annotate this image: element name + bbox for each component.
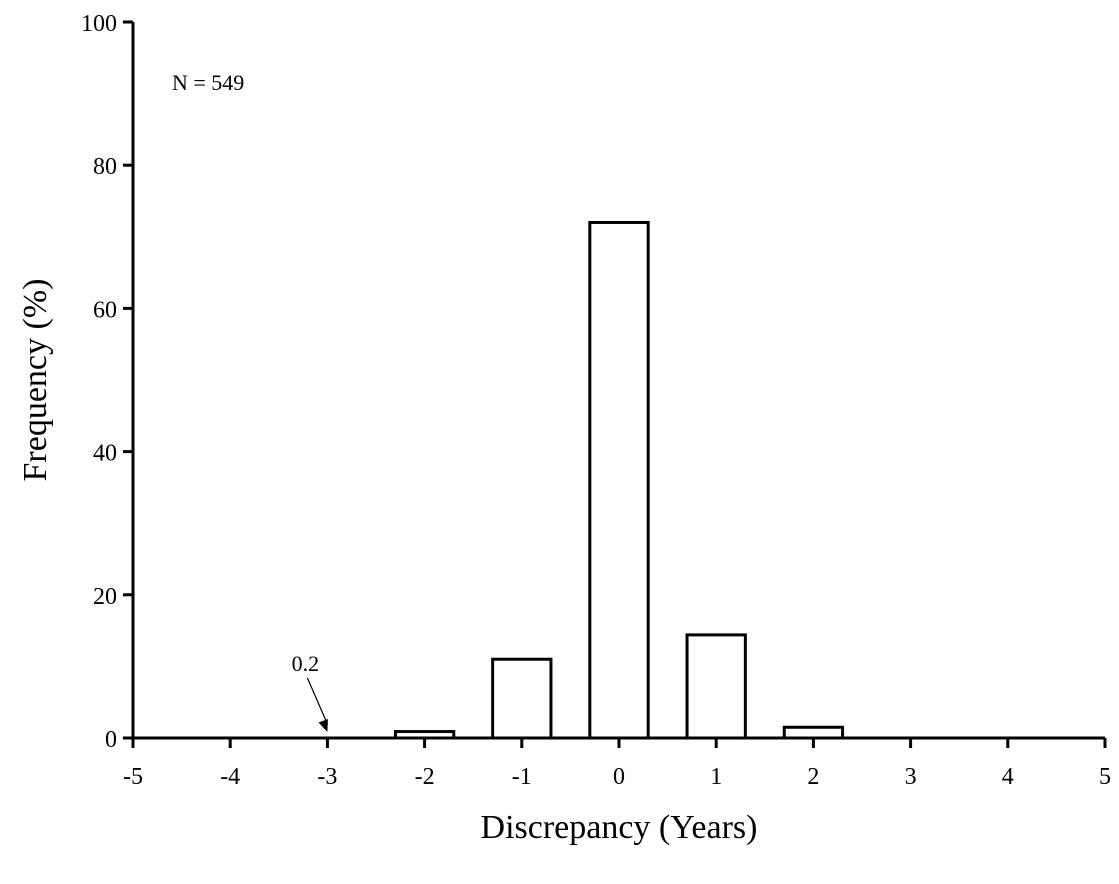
x-tick-label: -2 — [415, 764, 435, 790]
x-axis-title: Discrepancy (Years) — [481, 809, 758, 846]
bar — [782, 725, 845, 740]
x-tick-label: -3 — [317, 764, 337, 790]
y-tick-label: 100 — [81, 11, 117, 37]
y-tick-label: 20 — [93, 584, 117, 610]
x-tick-label: -5 — [123, 764, 143, 790]
y-axis-ticks: 0 20 40 60 80 100 — [81, 11, 133, 753]
y-tick-label: 40 — [93, 441, 117, 467]
y-tick-label: 80 — [93, 154, 117, 180]
x-tick-label: 4 — [1002, 764, 1014, 790]
bars-group — [393, 220, 845, 740]
annotation-arrow-head — [318, 719, 328, 732]
x-tick-label: 0 — [613, 764, 625, 790]
x-tick-label: -1 — [512, 764, 532, 790]
y-axis-title: Frequency (%) — [17, 279, 54, 482]
bar — [588, 220, 650, 740]
x-tick-label: 5 — [1099, 764, 1111, 790]
sample-size-annotation: N = 549 — [172, 70, 244, 95]
x-tick-label: 1 — [710, 764, 722, 790]
x-axis-ticks: -5 -4 -3 -2 -1 0 1 2 3 4 5 — [123, 738, 1111, 790]
bar — [685, 633, 747, 740]
annotation-arrow-line — [306, 677, 328, 725]
y-tick-label: 0 — [105, 727, 117, 753]
x-tick-label: 3 — [905, 764, 917, 790]
y-tick-label: 60 — [93, 297, 117, 323]
small-value-annotation: 0.2 — [292, 651, 320, 676]
x-tick-label: 2 — [807, 764, 819, 790]
x-tick-label: -4 — [220, 764, 240, 790]
bar — [491, 657, 553, 740]
